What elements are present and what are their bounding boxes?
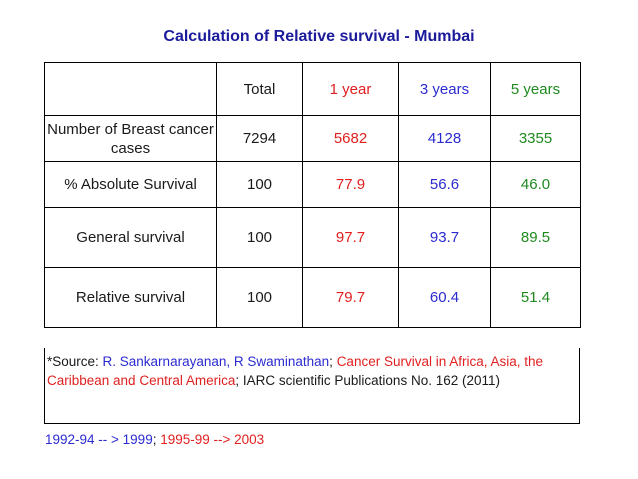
cell-3-years: 56.6 [398, 161, 491, 208]
table-row: General survival 100 97.7 93.7 89.5 [44, 207, 581, 268]
page-title: Calculation of Relative survival - Mumba… [163, 28, 475, 45]
source-publisher: IARC scientific Publications No. 162 (20… [242, 373, 500, 388]
period-note-separator: ; [152, 432, 161, 447]
header-cell-5-years: 5 years [490, 62, 581, 116]
table-row: Number of Breast cancer cases 7294 5682 … [44, 115, 581, 162]
table-row: Relative survival 100 79.7 60.4 51.4 [44, 267, 581, 328]
cell-total: 100 [216, 207, 303, 268]
cell-5-years: 51.4 [490, 267, 581, 328]
period-note-second: 1995-99 --> 2003 [160, 432, 265, 447]
cell-total: 7294 [216, 115, 303, 162]
survival-table: Total 1 year 3 years 5 years Number of B… [44, 62, 581, 328]
header-cell-3-years: 3 years [398, 62, 491, 116]
row-label: General survival [44, 207, 217, 268]
header-cell-1-year: 1 year [302, 62, 399, 116]
table-row: % Absolute Survival 100 77.9 56.6 46.0 [44, 161, 581, 208]
cell-3-years: 60.4 [398, 267, 491, 328]
cell-1-year: 77.9 [302, 161, 399, 208]
period-note-first: 1992-94 -- > 1999 [45, 432, 153, 447]
source-separator: ; [329, 354, 337, 369]
cell-total: 100 [216, 267, 303, 328]
header-cell-empty [44, 62, 217, 116]
source-book-title: Cancer Survival in Africa, Asia, the Car… [47, 354, 544, 388]
cell-5-years: 46.0 [490, 161, 581, 208]
cell-total: 100 [216, 161, 303, 208]
cell-1-year: 5682 [302, 115, 399, 162]
cell-5-years: 89.5 [490, 207, 581, 268]
source-citation: *Source: R. Sankarnarayanan, R Swaminath… [44, 348, 580, 424]
cell-5-years: 3355 [490, 115, 581, 162]
cell-3-years: 4128 [398, 115, 491, 162]
row-label: Relative survival [44, 267, 217, 328]
cell-1-year: 79.7 [302, 267, 399, 328]
source-authors: R. Sankarnarayanan, R Swaminathan [102, 354, 330, 369]
source-prefix: *Source: [47, 354, 103, 369]
cell-1-year: 97.7 [302, 207, 399, 268]
cell-3-years: 93.7 [398, 207, 491, 268]
header-cell-total: Total [216, 62, 303, 116]
source-separator: ; [235, 373, 243, 388]
row-label: Number of Breast cancer cases [44, 115, 217, 162]
table-header-row: Total 1 year 3 years 5 years [44, 62, 581, 116]
period-note: 1992-94 -- > 1999; 1995-99 --> 2003 [45, 430, 264, 449]
row-label: % Absolute Survival [44, 161, 217, 208]
